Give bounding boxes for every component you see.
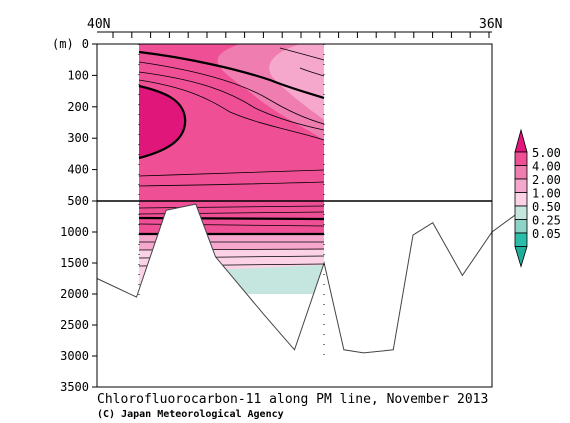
- colorbar-label: 4.00: [532, 160, 561, 174]
- top-tick-marks: [112, 32, 490, 38]
- y-tick-label: 2000: [60, 287, 89, 301]
- colorbar-segment: [514, 165, 528, 180]
- colorbar-label: 0.50: [532, 200, 561, 214]
- top-label-right: 36N: [479, 17, 502, 32]
- chart-title: Chlorofluorocarbon-11 along PM line, Nov…: [97, 392, 488, 407]
- chart-credit: (C) Japan Meteorological Agency: [97, 408, 284, 420]
- seafloor-line: [96, 203, 522, 354]
- colorbar-label: 2.00: [532, 173, 561, 187]
- contour-line: [138, 181, 325, 187]
- y-unit-label: (m): [52, 37, 74, 51]
- y-tick-label: 200: [67, 100, 89, 114]
- colorbar-segment: [514, 178, 528, 193]
- colorbar-segment: [514, 219, 528, 234]
- colorbar-segment: [514, 192, 528, 207]
- colorbar-label: 1.00: [532, 187, 561, 201]
- contour-line: [138, 79, 325, 141]
- seafloor-mask: [97, 204, 522, 387]
- contour-line: [299, 67, 325, 77]
- contour-line-bold-1: [138, 50, 325, 100]
- fill-core-high: [139, 86, 186, 158]
- y-tick-label: 3000: [60, 349, 89, 363]
- contour-line: [279, 47, 325, 61]
- y-tick-label: 1000: [60, 225, 89, 239]
- y-axis-ticks: 0 100 200 300 400 500 1000 1500 2000 2500 3000 3500: [60, 37, 97, 394]
- y-tick-label: 100: [67, 68, 89, 82]
- top-label-left: 40N: [87, 17, 110, 32]
- colorbar-segment: [514, 151, 528, 166]
- y-tick-label: 0: [82, 37, 89, 51]
- y-tick-label: 400: [67, 163, 89, 177]
- y-tick-label: 1500: [60, 256, 89, 270]
- colorbar-top-arrow: [514, 128, 528, 153]
- colorbar-label: 5.00: [532, 146, 561, 160]
- colorbar-bottom-arrow: [514, 246, 528, 268]
- contour-line: [138, 205, 325, 209]
- contour-line: [138, 61, 325, 125]
- contour-line-bold-core: [138, 84, 187, 160]
- colorbar-segment: [514, 232, 528, 247]
- fill-wedge-4: [217, 44, 324, 140]
- colorbar-label: 0.05: [532, 227, 561, 241]
- y-tick-label: 2500: [60, 318, 89, 332]
- colorbar-segment: [514, 205, 528, 220]
- fill-wedge-2: [267, 44, 324, 120]
- contour-line: [138, 169, 325, 177]
- plot-frame: [96, 43, 493, 388]
- colorbar: 5.004.002.001.000.500.250.05: [514, 128, 561, 268]
- y-tick-label: 3500: [60, 380, 89, 394]
- colorbar-label: 0.25: [532, 214, 561, 228]
- y-tick-label: 300: [67, 131, 89, 145]
- contour-line: [138, 71, 325, 131]
- y-tick-label: 500: [67, 194, 89, 208]
